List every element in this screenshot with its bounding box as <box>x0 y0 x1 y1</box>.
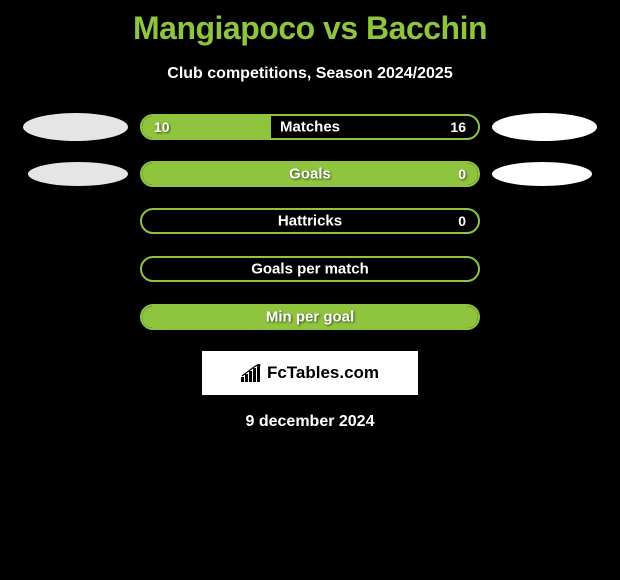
comparison-row: 10 Matches 16 <box>0 113 620 141</box>
comparison-row: Min per goal <box>0 303 620 331</box>
page-title: Mangiapoco vs Bacchin <box>0 0 620 47</box>
stat-bar: Hattricks 0 <box>140 208 480 234</box>
subtitle: Club competitions, Season 2024/2025 <box>0 65 620 83</box>
ellipse-placeholder <box>23 303 128 331</box>
bar-label: Hattricks <box>278 213 342 230</box>
ellipse-placeholder <box>492 303 597 331</box>
player-right-indicator <box>492 162 592 186</box>
brand-box[interactable]: FcTables.com <box>202 351 418 395</box>
ellipse-placeholder <box>23 255 128 283</box>
ellipse-placeholder <box>23 207 128 235</box>
stat-bar: Goals per match <box>140 256 480 282</box>
player-right-indicator <box>492 113 597 141</box>
comparison-bars-wrapper: 10 Matches 16 Goals 0 Hattricks 0 Goals per mat… <box>0 113 620 331</box>
player-left-indicator <box>28 162 128 186</box>
bar-label: Goals <box>289 166 331 183</box>
bar-value-right: 0 <box>458 213 466 229</box>
ellipse-placeholder <box>492 255 597 283</box>
bar-label: Min per goal <box>266 309 354 326</box>
stats-icon <box>241 364 263 382</box>
brand-text: FcTables.com <box>267 363 379 383</box>
ellipse-placeholder <box>492 207 597 235</box>
comparison-row: Hattricks 0 <box>0 207 620 235</box>
bar-value-right: 16 <box>450 119 466 135</box>
player-left-indicator <box>23 113 128 141</box>
comparison-row: Goals 0 <box>0 161 620 187</box>
bar-label: Goals per match <box>251 261 369 278</box>
comparison-row: Goals per match <box>0 255 620 283</box>
bar-label: Matches <box>280 119 340 136</box>
stat-bar: 10 Matches 16 <box>140 114 480 140</box>
stat-bar: Goals 0 <box>140 161 480 187</box>
date-text: 9 december 2024 <box>0 413 620 431</box>
bar-value-right: 0 <box>458 166 466 182</box>
bar-value-left: 10 <box>154 119 170 135</box>
stat-bar: Min per goal <box>140 304 480 330</box>
